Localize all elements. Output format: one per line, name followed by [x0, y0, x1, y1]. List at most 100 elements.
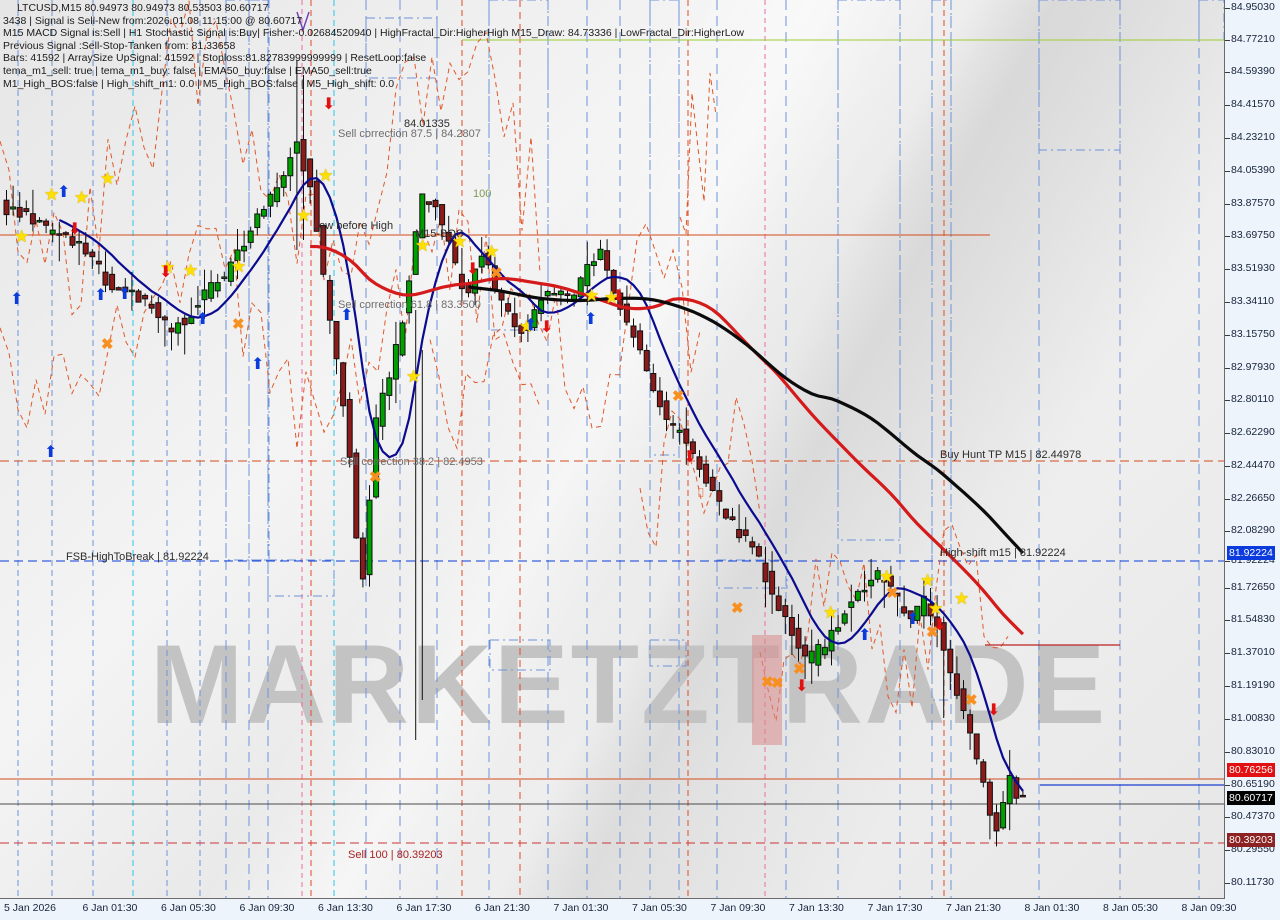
- price-tick-label: 81.37010: [1231, 646, 1275, 658]
- price-badge[interactable]: 80.76256: [1227, 763, 1275, 777]
- price-badge[interactable]: 81.92224: [1227, 546, 1275, 560]
- candle-body: [887, 575, 894, 587]
- buy-signal-star: ★: [604, 288, 620, 307]
- candle-body: [683, 428, 690, 444]
- buy-signal-star: ★: [920, 571, 936, 590]
- drawing-box: [489, 639, 551, 671]
- time-tick-label: 6 Jan 17:30: [396, 902, 452, 914]
- price-tick-mark: [1225, 499, 1230, 500]
- candle-body: [742, 529, 749, 536]
- candle-body: [439, 204, 446, 226]
- candle-body: [241, 245, 248, 252]
- candle-body: [89, 251, 96, 258]
- candle-body: [458, 273, 465, 290]
- candle-body: [788, 617, 795, 636]
- price-tick-mark: [1225, 588, 1230, 589]
- buy-signal-star: ★: [74, 188, 90, 207]
- chart-plot-area[interactable]: MARKETZTRADE Sell correction 87.5 | 84.2…: [0, 0, 1225, 899]
- candle-body: [518, 325, 525, 334]
- candle-body: [564, 293, 571, 297]
- candle-body: [478, 255, 485, 268]
- price-tick-label: 81.54830: [1231, 613, 1275, 625]
- candle-body: [10, 206, 17, 210]
- candle-body: [980, 761, 987, 783]
- price-tick-mark: [1225, 105, 1230, 106]
- candle-body: [49, 229, 56, 235]
- candle-body: [161, 316, 168, 321]
- candle-body: [663, 400, 670, 420]
- price-badge[interactable]: 80.39203: [1227, 833, 1275, 847]
- buy-signal-star: ★: [823, 603, 839, 622]
- candle-body: [722, 508, 729, 519]
- candle-body: [584, 264, 591, 287]
- candle-body: [544, 291, 551, 297]
- price-tick-label: 80.83010: [1231, 745, 1275, 757]
- price-tick-mark: [1225, 204, 1230, 205]
- buy-arrow-icon: ⬆: [858, 627, 872, 644]
- price-badge[interactable]: 80.60717: [1227, 791, 1275, 805]
- price-tick-mark: [1225, 335, 1230, 336]
- data-window-line-4: Bars: 41592 | ArraySize UpSignal: 41592 …: [3, 52, 427, 65]
- time-axis[interactable]: 5 Jan 2026 6 Jan 01:30 6 Jan 05:30 6 Jan 09…: [0, 899, 1236, 920]
- candle-body: [82, 242, 89, 255]
- buy-arrow-icon: ⬆: [524, 317, 538, 334]
- candle-body: [280, 175, 287, 188]
- buy-arrow-icon: ⬆: [118, 286, 132, 303]
- candle-body: [399, 322, 406, 356]
- price-tick-mark: [1225, 785, 1230, 786]
- buy-signal-star: ★: [231, 257, 247, 276]
- candle-body: [597, 248, 604, 261]
- candle-body: [293, 141, 300, 154]
- time-tick-label: 8 Jan 01:30: [1024, 902, 1080, 914]
- cross-signal-icon: ✖: [731, 600, 744, 617]
- buy-arrow-icon: ⬆: [10, 291, 24, 308]
- chart-label: Sell correction 87.5 | 84.2807: [338, 128, 481, 140]
- candle-body: [531, 309, 538, 329]
- candle-body: [947, 648, 954, 674]
- candle-body: [353, 452, 360, 539]
- candle-body: [16, 206, 23, 218]
- buy-signal-star: ★: [415, 236, 431, 255]
- price-tick-mark: [1225, 400, 1230, 401]
- buy-arrow-icon: ⬆: [251, 356, 265, 373]
- price-tick-mark: [1225, 850, 1230, 851]
- candle-body: [934, 616, 941, 629]
- buy-arrow-icon: ⬆: [584, 311, 598, 328]
- sell-arrow-icon: ⬇: [322, 96, 336, 113]
- candle-body: [155, 302, 162, 319]
- candle-body: [795, 627, 802, 649]
- candle-body: [967, 714, 974, 734]
- price-tick-mark: [1225, 72, 1230, 73]
- candle-body: [940, 622, 947, 651]
- candle-body: [313, 180, 320, 232]
- time-tick-label: 5 Jan 2026: [4, 902, 56, 914]
- candle-body: [168, 327, 175, 333]
- drawing-box: [267, 559, 335, 597]
- price-tick-mark: [1225, 752, 1230, 753]
- candle-body: [676, 429, 683, 433]
- candle-body: [716, 490, 723, 502]
- cross-signal-icon: ✖: [101, 336, 114, 353]
- price-axis[interactable]: 84.95030 84.77210 84.59390 84.41570 84.23210…: [1225, 0, 1280, 898]
- price-tick-mark: [1225, 653, 1230, 654]
- price-tick-label: 80.65190: [1231, 778, 1275, 790]
- candle-body: [43, 220, 50, 226]
- v-marker-icon: [296, 11, 310, 33]
- sell-arrow-icon: ⬇: [159, 264, 173, 281]
- chart-label: 84.01335: [404, 118, 450, 130]
- price-tick-mark: [1225, 433, 1230, 434]
- price-tick-label: 82.62290: [1231, 426, 1275, 438]
- candle-body: [1000, 802, 1007, 829]
- supply-zone-box: [752, 635, 782, 745]
- buy-signal-star: ★: [100, 169, 116, 188]
- candle-body: [630, 325, 637, 338]
- price-tick-mark: [1225, 561, 1230, 562]
- buy-signal-star: ★: [928, 599, 944, 618]
- candle-body: [247, 230, 254, 243]
- cross-signal-icon: ✖: [965, 692, 978, 709]
- candle-body: [194, 305, 201, 308]
- drawing-box: [1038, 0, 1121, 151]
- sell-arrow-icon: ⬇: [795, 678, 809, 695]
- buy-arrow-icon: ⬆: [94, 287, 108, 304]
- price-tick-label: 84.95030: [1231, 1, 1275, 13]
